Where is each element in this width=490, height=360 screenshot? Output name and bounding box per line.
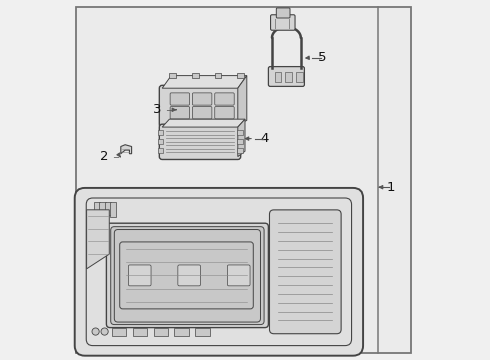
- Bar: [237, 148, 243, 153]
- Text: 1: 1: [387, 181, 395, 194]
- Bar: [274, 72, 281, 82]
- Bar: [237, 73, 244, 78]
- FancyBboxPatch shape: [170, 107, 190, 119]
- Bar: [99, 202, 106, 213]
- FancyBboxPatch shape: [74, 188, 363, 356]
- Polygon shape: [162, 119, 245, 127]
- Bar: [112, 328, 126, 336]
- Bar: [192, 73, 198, 78]
- Text: ─: ─: [113, 152, 118, 161]
- Text: 5: 5: [318, 51, 327, 64]
- FancyBboxPatch shape: [269, 67, 304, 86]
- Bar: [158, 130, 163, 135]
- Bar: [285, 72, 292, 82]
- Bar: [170, 73, 176, 78]
- Bar: [174, 328, 189, 336]
- Polygon shape: [162, 76, 247, 88]
- Text: ─: ─: [166, 105, 171, 114]
- FancyBboxPatch shape: [215, 93, 234, 105]
- Polygon shape: [238, 76, 247, 124]
- FancyBboxPatch shape: [159, 124, 241, 159]
- FancyBboxPatch shape: [215, 107, 234, 119]
- Polygon shape: [238, 119, 245, 157]
- FancyBboxPatch shape: [193, 107, 212, 119]
- Polygon shape: [121, 145, 132, 154]
- Bar: [215, 73, 221, 78]
- Bar: [133, 328, 147, 336]
- FancyBboxPatch shape: [106, 223, 269, 328]
- FancyBboxPatch shape: [270, 210, 341, 334]
- Bar: [153, 328, 168, 336]
- Bar: [94, 202, 100, 212]
- Circle shape: [101, 328, 108, 335]
- Bar: [196, 328, 210, 336]
- FancyBboxPatch shape: [193, 93, 212, 105]
- Bar: [158, 139, 163, 144]
- Text: 3: 3: [152, 103, 161, 116]
- FancyBboxPatch shape: [159, 85, 241, 127]
- Bar: [237, 139, 243, 144]
- Bar: [110, 202, 117, 217]
- Text: 4: 4: [261, 132, 269, 145]
- FancyBboxPatch shape: [276, 8, 290, 18]
- Bar: [158, 148, 163, 153]
- Bar: [237, 130, 243, 135]
- FancyBboxPatch shape: [114, 230, 261, 322]
- FancyBboxPatch shape: [178, 265, 200, 286]
- Circle shape: [92, 328, 99, 335]
- FancyBboxPatch shape: [227, 265, 250, 286]
- Bar: [104, 202, 111, 215]
- Bar: [296, 72, 303, 82]
- FancyBboxPatch shape: [86, 198, 351, 346]
- FancyBboxPatch shape: [270, 15, 295, 30]
- FancyBboxPatch shape: [128, 265, 151, 286]
- FancyBboxPatch shape: [120, 242, 253, 309]
- FancyBboxPatch shape: [111, 227, 264, 325]
- FancyBboxPatch shape: [170, 93, 190, 105]
- Polygon shape: [87, 210, 109, 269]
- Text: 2: 2: [99, 150, 108, 163]
